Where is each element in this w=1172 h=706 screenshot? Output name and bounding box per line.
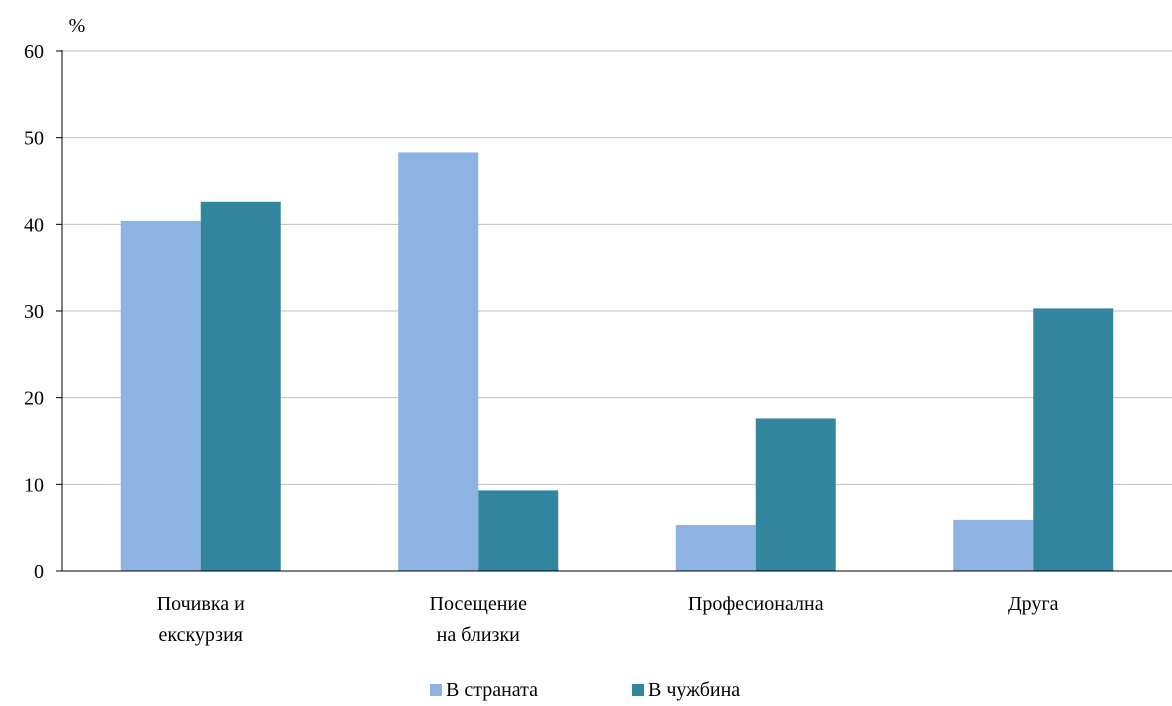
x-category-label: Почивка и екскурзия: [157, 593, 245, 646]
bar: [755, 418, 836, 571]
x-category-label: Професионална: [688, 593, 824, 615]
legend-label: В чужбина: [648, 679, 740, 701]
x-category-label-line: Друга: [1008, 593, 1059, 615]
bar: [953, 519, 1034, 571]
bar: [120, 220, 201, 571]
x-category-label-line: на близки: [437, 624, 521, 646]
x-category-label-line: Посещение: [430, 593, 528, 615]
y-tick-label: 60: [24, 41, 44, 63]
y-axis-ticks: 0 10 20 30 40 50 60: [24, 41, 62, 583]
bar: [478, 490, 559, 571]
y-tick-label: 30: [24, 301, 44, 323]
y-axis-unit-label: %: [69, 15, 86, 37]
x-category-label: Друга: [1008, 593, 1059, 615]
x-category-label: Посещение на близки: [430, 593, 528, 646]
bar: [1033, 308, 1114, 571]
bar: [398, 152, 479, 571]
legend-swatch: [632, 684, 644, 696]
y-tick-label: 0: [34, 561, 44, 583]
y-tick-label: 40: [24, 214, 44, 236]
legend-label: В страната: [446, 679, 538, 701]
bar: [200, 201, 281, 572]
y-tick-label: 20: [24, 388, 44, 410]
x-category-label-line: Почивка и: [157, 593, 245, 615]
bar: [675, 525, 756, 571]
x-category-label-line: Професионална: [688, 593, 824, 615]
x-category-label-line: екскурзия: [159, 624, 243, 646]
bars: [120, 152, 1114, 572]
y-tick-label: 50: [24, 128, 44, 150]
legend: В страната В чужбина: [430, 679, 740, 701]
y-tick-label: 10: [24, 474, 44, 496]
x-axis-labels: Почивка и екскурзия Посещение на близки Проф…: [157, 593, 1059, 646]
legend-swatch: [430, 684, 442, 696]
